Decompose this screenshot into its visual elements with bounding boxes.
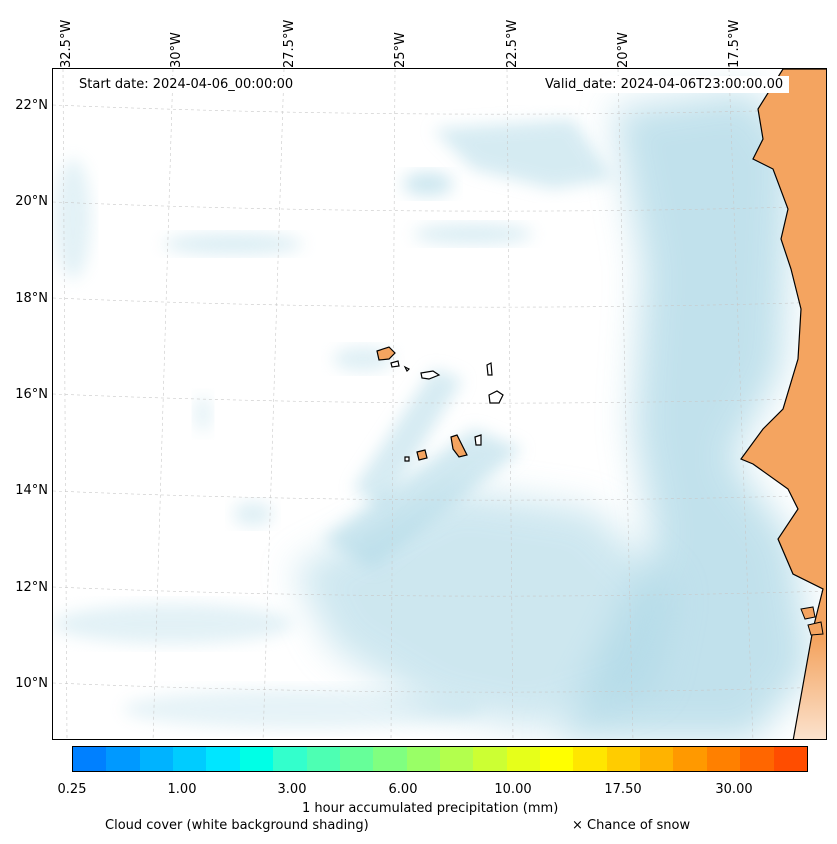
colorbar-segment bbox=[606, 747, 641, 771]
colorbar-tick-17-50: 17.50 bbox=[604, 782, 642, 797]
snow-legend: × Chance of snow bbox=[572, 818, 691, 833]
island-santo-antao bbox=[376, 346, 396, 361]
lon-label-30w: 30°W bbox=[169, 32, 184, 68]
colorbar-segment bbox=[239, 747, 274, 771]
cloud-patch-2 bbox=[163, 234, 303, 254]
colorbar-tick-30-00: 30.00 bbox=[715, 782, 753, 797]
cape-verde-islands bbox=[376, 346, 504, 462]
colorbar-segment bbox=[473, 747, 507, 771]
colorbar-segment bbox=[139, 747, 174, 771]
cloud-band-east bbox=[554, 89, 813, 739]
colorbar-tick-0-25: 0.25 bbox=[57, 782, 87, 797]
lon-label-17-5w: 17.5°W bbox=[727, 19, 742, 68]
island-santiago bbox=[450, 434, 468, 458]
lon-label-27-5w: 27.5°W bbox=[282, 19, 297, 68]
lat-label-20n: 20°N bbox=[15, 194, 48, 209]
island-santa-luzia bbox=[403, 365, 411, 373]
lon-label-32-5w: 32.5°W bbox=[59, 19, 74, 68]
island-sao-nicolau bbox=[420, 370, 441, 380]
lat-label-12n: 12°N bbox=[15, 580, 48, 595]
cloud-patch-8 bbox=[123, 689, 483, 729]
colorbar-segment bbox=[373, 747, 407, 771]
colorbar-segment bbox=[506, 747, 541, 771]
colorbar-label: 1 hour accumulated precipitation (mm) bbox=[302, 801, 559, 816]
colorbar-segment bbox=[306, 747, 340, 771]
lat-label-14n: 14°N bbox=[15, 483, 48, 498]
colorbar-segment bbox=[73, 747, 107, 771]
lon-label-25w: 25°W bbox=[393, 32, 408, 68]
lon-label-20w: 20°W bbox=[616, 32, 631, 68]
graticule bbox=[53, 69, 826, 739]
colorbar-segment bbox=[673, 747, 707, 771]
cloud-patch-1 bbox=[403, 172, 453, 196]
cloud-patch-9 bbox=[233, 502, 273, 526]
colorbar-segment bbox=[540, 747, 574, 771]
colorbar-segment bbox=[406, 747, 440, 771]
map-canvas bbox=[53, 69, 826, 739]
colorbar-segment bbox=[573, 747, 607, 771]
colorbar-segment bbox=[206, 747, 240, 771]
start-date-label: Start date: 2024-04-06_00:00:00 bbox=[73, 76, 300, 93]
island-sal bbox=[486, 362, 493, 376]
cloud-cover-layer bbox=[53, 89, 813, 739]
colorbar-tick-10-00: 10.00 bbox=[494, 782, 532, 797]
cloud-patch-7 bbox=[53, 604, 293, 644]
bijagos-islands bbox=[800, 606, 824, 636]
colorbar-segment bbox=[740, 747, 774, 771]
lat-label-16n: 16°N bbox=[15, 387, 48, 402]
island-sao-vicente bbox=[390, 360, 400, 368]
island-brava bbox=[404, 456, 410, 462]
colorbar-tick-1-00: 1.00 bbox=[167, 782, 197, 797]
colorbar-segment bbox=[173, 747, 207, 771]
lat-label-18n: 18°N bbox=[15, 291, 48, 306]
lon-label-22-5w: 22.5°W bbox=[505, 19, 520, 68]
lat-label-22n: 22°N bbox=[15, 98, 48, 113]
valid-date-label: Valid_date: 2024-04-06T23:00:00.00 bbox=[539, 76, 790, 93]
colorbar-segment bbox=[106, 747, 140, 771]
island-maio bbox=[474, 434, 482, 446]
colorbar-segment bbox=[706, 747, 741, 771]
colorbar-segment bbox=[273, 747, 307, 771]
cloud-patch-4 bbox=[55, 159, 91, 279]
island-boa-vista bbox=[488, 390, 504, 404]
cloud-patch-3 bbox=[413, 224, 533, 244]
colorbar-tick-6-00: 6.00 bbox=[388, 782, 418, 797]
colorbar-tick-3-00: 3.00 bbox=[277, 782, 307, 797]
island-fogo bbox=[416, 449, 428, 461]
colorbar-segment bbox=[439, 747, 474, 771]
cloud-cover-legend: Cloud cover (white background shading) bbox=[105, 818, 369, 833]
cloud-streak-1 bbox=[323, 429, 523, 569]
colorbar-segment bbox=[773, 747, 807, 771]
cloud-streak-north bbox=[433, 119, 613, 189]
cloud-streak-2 bbox=[353, 369, 463, 509]
colorbar-segment bbox=[339, 747, 374, 771]
africa-mainland bbox=[740, 69, 826, 739]
cloud-patch-5 bbox=[195, 396, 211, 432]
lat-label-10n: 10°N bbox=[15, 676, 48, 691]
precipitation-colorbar bbox=[72, 746, 808, 772]
map-panel[interactable] bbox=[52, 68, 827, 740]
colorbar-segment bbox=[640, 747, 674, 771]
